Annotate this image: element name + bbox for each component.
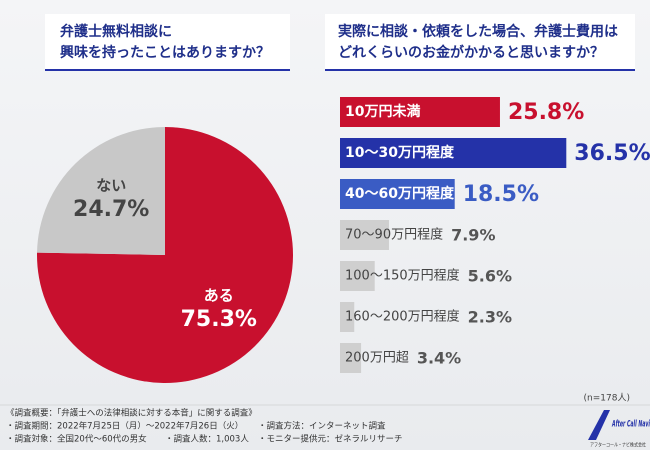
logo-name: After Call Navi <box>611 420 650 430</box>
slice-label: ある <box>204 286 234 304</box>
bar-value: 18.5% <box>463 182 539 207</box>
bar-value: 5.6% <box>468 267 512 286</box>
bar-label: 10万円未満 <box>345 103 420 120</box>
bar <box>340 302 355 332</box>
bar <box>340 179 455 209</box>
title-box <box>325 14 635 70</box>
sample-note: (n=178人) <box>584 393 630 404</box>
bar-value: 25.8% <box>508 100 584 125</box>
logo-company: アフターコール・ナビ株式会社 <box>590 442 646 449</box>
footnote-item: ・調査対象：全国20代〜60代の男女 <box>6 434 147 445</box>
footnote-item: ・モニター提供元：ゼネラルリサーチ <box>258 434 403 445</box>
bar-label: 160〜200万円程度 <box>345 309 460 325</box>
bar <box>340 261 375 291</box>
logo-mark <box>588 410 610 440</box>
bar-label: 100〜150万円程度 <box>345 268 460 284</box>
pie-slice <box>37 127 293 383</box>
charts: ある 75.3% ない 24.7% 10万円未満 25.8% 10〜30万円程度 36.5% 4… <box>37 97 650 383</box>
footnote-item: ・調査人数：1,003人 <box>165 434 249 445</box>
footnote-item: ・調査方法：インターネット調査 <box>258 421 386 432</box>
bar-value: 2.3% <box>468 308 512 327</box>
pie-title: 弁護士無料相談に <box>60 23 172 40</box>
footnote-heading: 《調査概要：「弁護士への法律相談に対する本音」に関する調査》 <box>6 408 257 419</box>
bar-value: 36.5% <box>574 141 650 166</box>
bar <box>340 97 500 127</box>
bar-value: 3.4% <box>417 349 461 368</box>
bar-title: 実際に相談・依頼をした場合、弁護士費用は <box>338 23 618 40</box>
bar-label: 40〜60万円程度 <box>345 185 455 202</box>
title-box <box>45 14 290 70</box>
bar-label: 200万円超 <box>345 351 409 366</box>
bar <box>340 220 389 250</box>
bar <box>340 138 567 168</box>
slice-label: ない <box>96 177 126 195</box>
pie-title: 興味を持ったことはありますか？ <box>60 44 270 61</box>
bar-value: 7.9% <box>451 226 495 245</box>
footnote-item: ・調査期間：2022年7月25日（月）〜2022年7月26日（火） <box>6 421 243 432</box>
slice-value: 75.3% <box>181 307 257 332</box>
bar <box>340 343 362 373</box>
bar-label: 70〜90万円程度 <box>345 227 443 243</box>
slice-value: 24.7% <box>73 197 149 222</box>
bar-title: どれくらいのお金がかかると思いますか？ <box>338 44 604 61</box>
pie-slice <box>37 127 166 255</box>
bar-label: 10〜30万円程度 <box>345 144 455 161</box>
